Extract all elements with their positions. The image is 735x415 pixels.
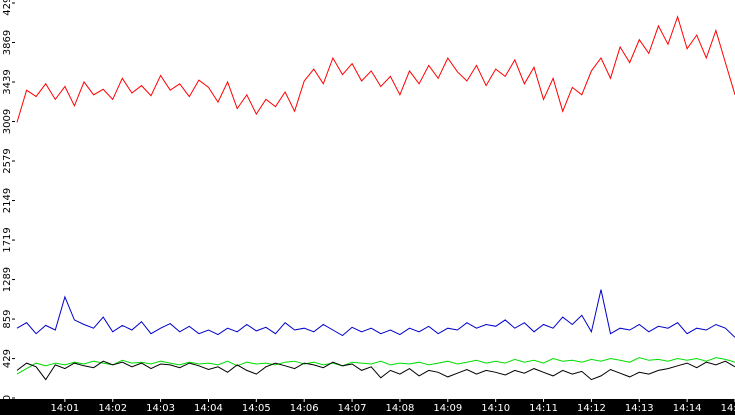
series-line	[16, 357, 735, 375]
x-tick-label: 14:09	[433, 403, 462, 414]
x-tick-label: 14:04	[194, 403, 223, 414]
y-tick-label: 859	[2, 310, 13, 329]
x-axis-bar	[0, 399, 735, 415]
x-tick-label: 14:01	[50, 403, 79, 414]
x-tick-label: 14:11	[529, 403, 558, 414]
y-tick-label: 1289	[2, 267, 13, 292]
y-tick-label: 1719	[2, 227, 13, 252]
series-line	[16, 289, 735, 338]
x-tick-label: 14:05	[242, 403, 271, 414]
x-tick-label: 14:13	[625, 403, 654, 414]
x-tick-label: 14:06	[290, 403, 319, 414]
x-tick-label: 14:02	[98, 403, 127, 414]
x-tick-label: 14:12	[577, 403, 606, 414]
series-line	[16, 15, 735, 123]
y-tick-label: 429	[2, 349, 13, 368]
y-tick-label: 0	[2, 395, 13, 401]
y-tick-label: 3009	[2, 109, 13, 134]
x-tick-label: 14:14	[673, 403, 702, 414]
x-tick-label: 14:03	[146, 403, 175, 414]
y-tick-label: 4299	[2, 0, 13, 16]
x-tick-label: 14:15	[721, 403, 735, 414]
y-tick-label: 3869	[2, 30, 13, 55]
x-tick-label: 14:08	[386, 403, 415, 414]
y-tick-label: 2149	[2, 188, 13, 213]
series-line	[16, 360, 735, 381]
x-tick-label: 14:10	[481, 403, 510, 414]
y-tick-label: 2579	[2, 148, 13, 173]
y-tick-label: 3439	[2, 69, 13, 94]
x-tick-label: 14:07	[338, 403, 367, 414]
